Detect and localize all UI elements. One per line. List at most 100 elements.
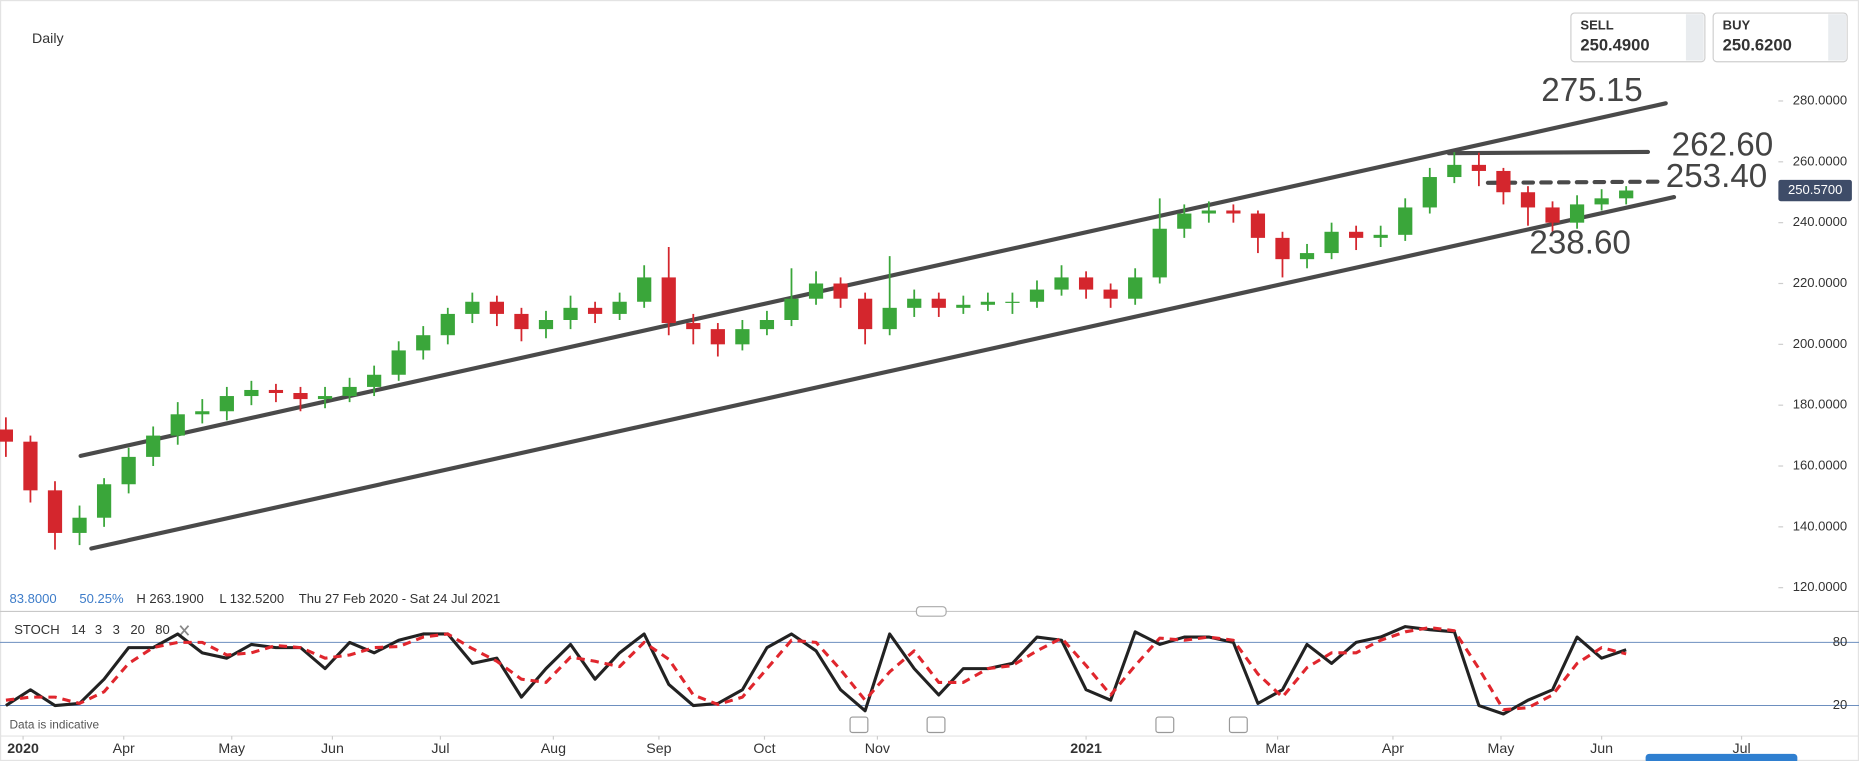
candle-body: [784, 298, 799, 321]
stoch-line: [5, 626, 1627, 712]
drawings: [78, 101, 1677, 551]
panel-resize-handle[interactable]: [915, 606, 947, 617]
y-tick-label: 140.0000: [1793, 518, 1847, 533]
buy-button[interactable]: BUY 250.6200: [1712, 12, 1848, 63]
x-tick-label: 2020: [7, 741, 39, 757]
indicator-param: 3: [95, 622, 102, 637]
buy-strip: [1828, 14, 1846, 61]
indicator-param: 14: [71, 622, 86, 637]
info-percent: 50.25%: [79, 591, 124, 606]
candle-body: [1496, 170, 1511, 193]
candle-body: [858, 298, 873, 330]
candle-body: [219, 396, 234, 412]
candle-body: [1447, 164, 1462, 178]
candle-body: [980, 301, 995, 305]
calendar-icon[interactable]: [849, 716, 869, 734]
upper-channel-line[interactable]: [78, 101, 1668, 458]
candle-body: [1569, 204, 1585, 223]
sell-button[interactable]: SELL 250.4900: [1570, 12, 1706, 63]
y-tick-label: 260.0000: [1793, 153, 1847, 168]
x-tick-label: Sep: [646, 741, 671, 757]
candle-body: [1054, 277, 1069, 290]
candle-body: [367, 374, 382, 387]
sell-strip: [1685, 14, 1704, 61]
y-tick-label: 160.0000: [1793, 457, 1847, 472]
candle-body: [710, 329, 725, 345]
indicator-close[interactable]: [179, 625, 190, 636]
candle-body: [1349, 231, 1364, 238]
calendar-icon[interactable]: [926, 716, 946, 734]
candle-body: [735, 329, 750, 345]
candle-body: [1103, 289, 1118, 299]
candle-body: [563, 307, 578, 321]
candle-body: [931, 298, 946, 308]
timeframe[interactable]: Daily: [32, 31, 64, 47]
candle-body: [661, 277, 676, 324]
candle-body: [244, 389, 259, 397]
candle-body: [465, 301, 480, 314]
last-price-label: 250.5700: [1788, 182, 1842, 197]
x-tick-label: Jun: [1590, 741, 1613, 757]
candle-body: [1619, 190, 1634, 199]
candle-body: [514, 313, 529, 330]
lower-channel-line[interactable]: [89, 194, 1677, 551]
y-tick-label: 20: [1833, 697, 1848, 712]
info-value: 83.8000: [9, 591, 56, 606]
x-tick-label: Apr: [113, 741, 135, 757]
x-tick-label: Aug: [541, 741, 566, 757]
price-annotation: 253.40: [1666, 158, 1767, 195]
candle-body: [759, 320, 775, 330]
candle-body: [1594, 198, 1609, 205]
candle-body: [1471, 164, 1486, 171]
y-tick-label: 120.0000: [1793, 579, 1847, 594]
resistance-line[interactable]: [1446, 149, 1651, 156]
candle-body: [538, 320, 554, 330]
stoch-line: [5, 625, 1627, 716]
indicator-param: 3: [113, 622, 120, 637]
candle-body: [612, 301, 627, 314]
candle-body: [686, 323, 701, 330]
candle-body: [0, 429, 14, 442]
sell-price: 250.4900: [1580, 36, 1649, 55]
candle-body: [170, 414, 185, 436]
indicator-param: 20: [130, 622, 145, 637]
candle-body: [317, 396, 333, 400]
candle-body: [440, 313, 455, 336]
calendar-icon[interactable]: [1228, 716, 1248, 734]
candle-body: [1422, 177, 1437, 208]
candle-body: [1201, 210, 1216, 214]
sell-label: SELL: [1580, 18, 1613, 33]
candle-body: [1373, 234, 1388, 238]
candle-body: [882, 307, 897, 330]
x-tick-label: Apr: [1382, 741, 1404, 757]
x-tick-label: May: [1488, 741, 1516, 757]
x-tick-label: 2021: [1070, 741, 1102, 757]
buy-price: 250.6200: [1723, 36, 1792, 55]
buy-box[interactable]: [1712, 12, 1848, 63]
candle-body: [1520, 192, 1536, 208]
indicator-name[interactable]: STOCH: [14, 622, 59, 637]
candle-body: [1152, 228, 1167, 278]
indicator-param: 80: [155, 622, 170, 637]
calendar-icon[interactable]: [1155, 716, 1175, 734]
event-icons: [849, 716, 1248, 734]
candle-body: [1177, 213, 1192, 229]
dotted-level-line[interactable]: [1485, 179, 1662, 185]
price-annotation: 275.15: [1541, 72, 1642, 109]
x-tick-label: Nov: [865, 741, 891, 757]
candle-body: [1324, 231, 1339, 254]
candle-body: [293, 393, 308, 400]
candle-body: [956, 304, 971, 308]
bottom-button[interactable]: [1645, 753, 1798, 761]
candle-body: [72, 517, 87, 533]
candle-body: [1128, 277, 1143, 299]
candle-body: [1275, 237, 1290, 260]
sell-box[interactable]: [1570, 12, 1706, 63]
info-high: H 263.1900: [136, 591, 203, 606]
info-low: L 132.5200: [219, 591, 284, 606]
candle-body: [23, 441, 38, 491]
info-range: Thu 27 Feb 2020 - Sat 24 Jul 2021: [299, 591, 501, 606]
candle-body: [489, 301, 505, 314]
